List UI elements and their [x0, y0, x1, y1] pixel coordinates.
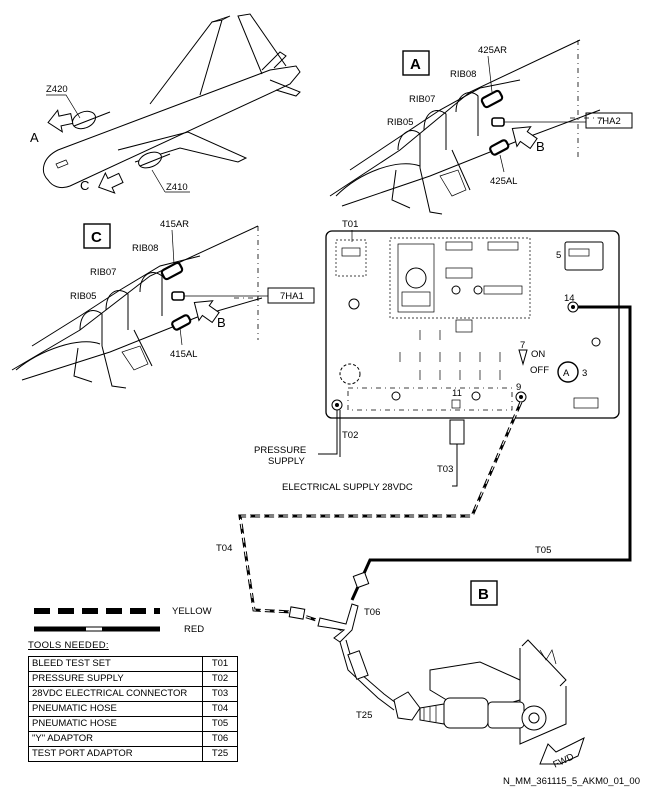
tools-needed-table: BLEED TEST SET T01 PRESSURE SUPPLY T02 28V…: [28, 656, 238, 762]
view-c-arrow-b-label: B: [217, 315, 226, 330]
tool-name: 28VDC ELECTRICAL CONNECTOR: [28, 686, 203, 702]
legend-red-label: RED: [184, 624, 204, 635]
tool-code: T06: [202, 731, 238, 747]
zone-z420-label: Z420: [46, 84, 68, 95]
tool-name: PNEUMATIC HOSE: [28, 701, 203, 717]
pressure-label-2: SUPPLY: [268, 456, 305, 467]
table-row: BLEED TEST SET T01: [28, 656, 238, 672]
tool-name: TEST PORT ADAPTOR: [28, 746, 203, 762]
item-9-label: 9: [516, 382, 521, 393]
tool-name: "Y" ADAPTOR: [28, 731, 203, 747]
item-3-label: 3: [582, 368, 587, 379]
view-c-title: C: [91, 229, 102, 246]
elec-label: ELECTRICAL SUPPLY 28VDC: [282, 482, 413, 493]
pressure-label-1: PRESSURE: [254, 445, 306, 456]
item-14-label: 14: [564, 293, 575, 304]
tool-code: T02: [202, 671, 238, 687]
view-b-title: B: [478, 586, 489, 603]
tool-code: T03: [202, 686, 238, 702]
connections: T02 PRESSURE SUPPLY T03 ELECTRICAL SUPPL…: [216, 305, 632, 721]
view-c-rib07-label: RIB07: [90, 267, 116, 278]
view-a-panel-left-label: 425AL: [490, 176, 517, 187]
pressure-tool-label: T02: [342, 430, 358, 441]
view-a-valve-label: 7HA2: [597, 116, 621, 127]
view-a: A 7HA2 B 425AR 425AL RIB08 RIB07 RIB0: [329, 39, 633, 215]
tool-code: T01: [202, 656, 238, 672]
table-row: PNEUMATIC HOSE T04: [28, 701, 238, 717]
item-7-label: 7: [520, 340, 525, 351]
switch-off-label: OFF: [530, 365, 549, 376]
elec-tool-label: T03: [437, 464, 453, 475]
legend-yellow-label: YELLOW: [172, 606, 212, 617]
table-row: TEST PORT ADAPTOR T25: [28, 746, 238, 762]
view-arrow-c-label: C: [80, 178, 89, 193]
zone-z410-label: Z410: [166, 182, 188, 193]
bleed-test-set: T01 5 14: [325, 219, 620, 419]
view-a-rib07-label: RIB07: [409, 94, 435, 105]
tools-needed-title: TOOLS NEEDED:: [28, 640, 109, 651]
item-11-label: 11: [452, 388, 462, 399]
view-c-panel-left-label: 415AL: [170, 349, 197, 360]
view-c-rib05-label: RIB05: [70, 291, 96, 302]
table-row: PRESSURE SUPPLY T02: [28, 671, 238, 687]
view-a-arrow-b-label: B: [536, 139, 545, 154]
view-a-title: A: [410, 56, 421, 73]
hose-legend: YELLOW RED: [34, 606, 212, 635]
view-c-rib08-label: RIB08: [132, 243, 158, 254]
tool-name: PNEUMATIC HOSE: [28, 716, 203, 732]
tool-code: T04: [202, 701, 238, 717]
view-a-panel-right-label: 425AR: [478, 45, 507, 56]
test-set-tool-label: T01: [342, 219, 358, 230]
gauge-a-label: A: [563, 368, 570, 379]
table-row: 28VDC ELECTRICAL CONNECTOR T03: [28, 686, 238, 702]
tool-name: BLEED TEST SET: [28, 656, 203, 672]
port-adaptor-label: T25: [356, 710, 372, 721]
figure-reference: N_MM_361115_5_AKM0_01_00: [503, 776, 640, 787]
table-row: "Y" ADAPTOR T06: [28, 731, 238, 747]
view-c: C 7HA1 B 415AR 415AL RIB08 RIB07 RIB05: [11, 219, 315, 389]
table-row: PNEUMATIC HOSE T05: [28, 716, 238, 732]
hose-t05-label: T05: [535, 545, 551, 556]
view-a-rib08-label: RIB08: [450, 69, 476, 80]
y-adaptor-label: T06: [364, 607, 380, 618]
tool-code: T05: [202, 716, 238, 732]
valve-assembly: FWD: [419, 639, 585, 771]
item-5-label: 5: [556, 250, 561, 261]
view-a-rib05-label: RIB05: [387, 117, 413, 128]
tool-code: T25: [202, 746, 238, 762]
hose-t04-label: T04: [216, 543, 232, 554]
tool-name: PRESSURE SUPPLY: [28, 671, 203, 687]
aircraft-overview: Z420 Z410 A C: [30, 13, 301, 194]
view-arrow-a-label: A: [30, 130, 39, 145]
view-c-valve-label: 7HA1: [280, 291, 304, 302]
view-c-panel-right-label: 415AR: [160, 219, 189, 230]
switch-on-label: ON: [531, 349, 545, 360]
